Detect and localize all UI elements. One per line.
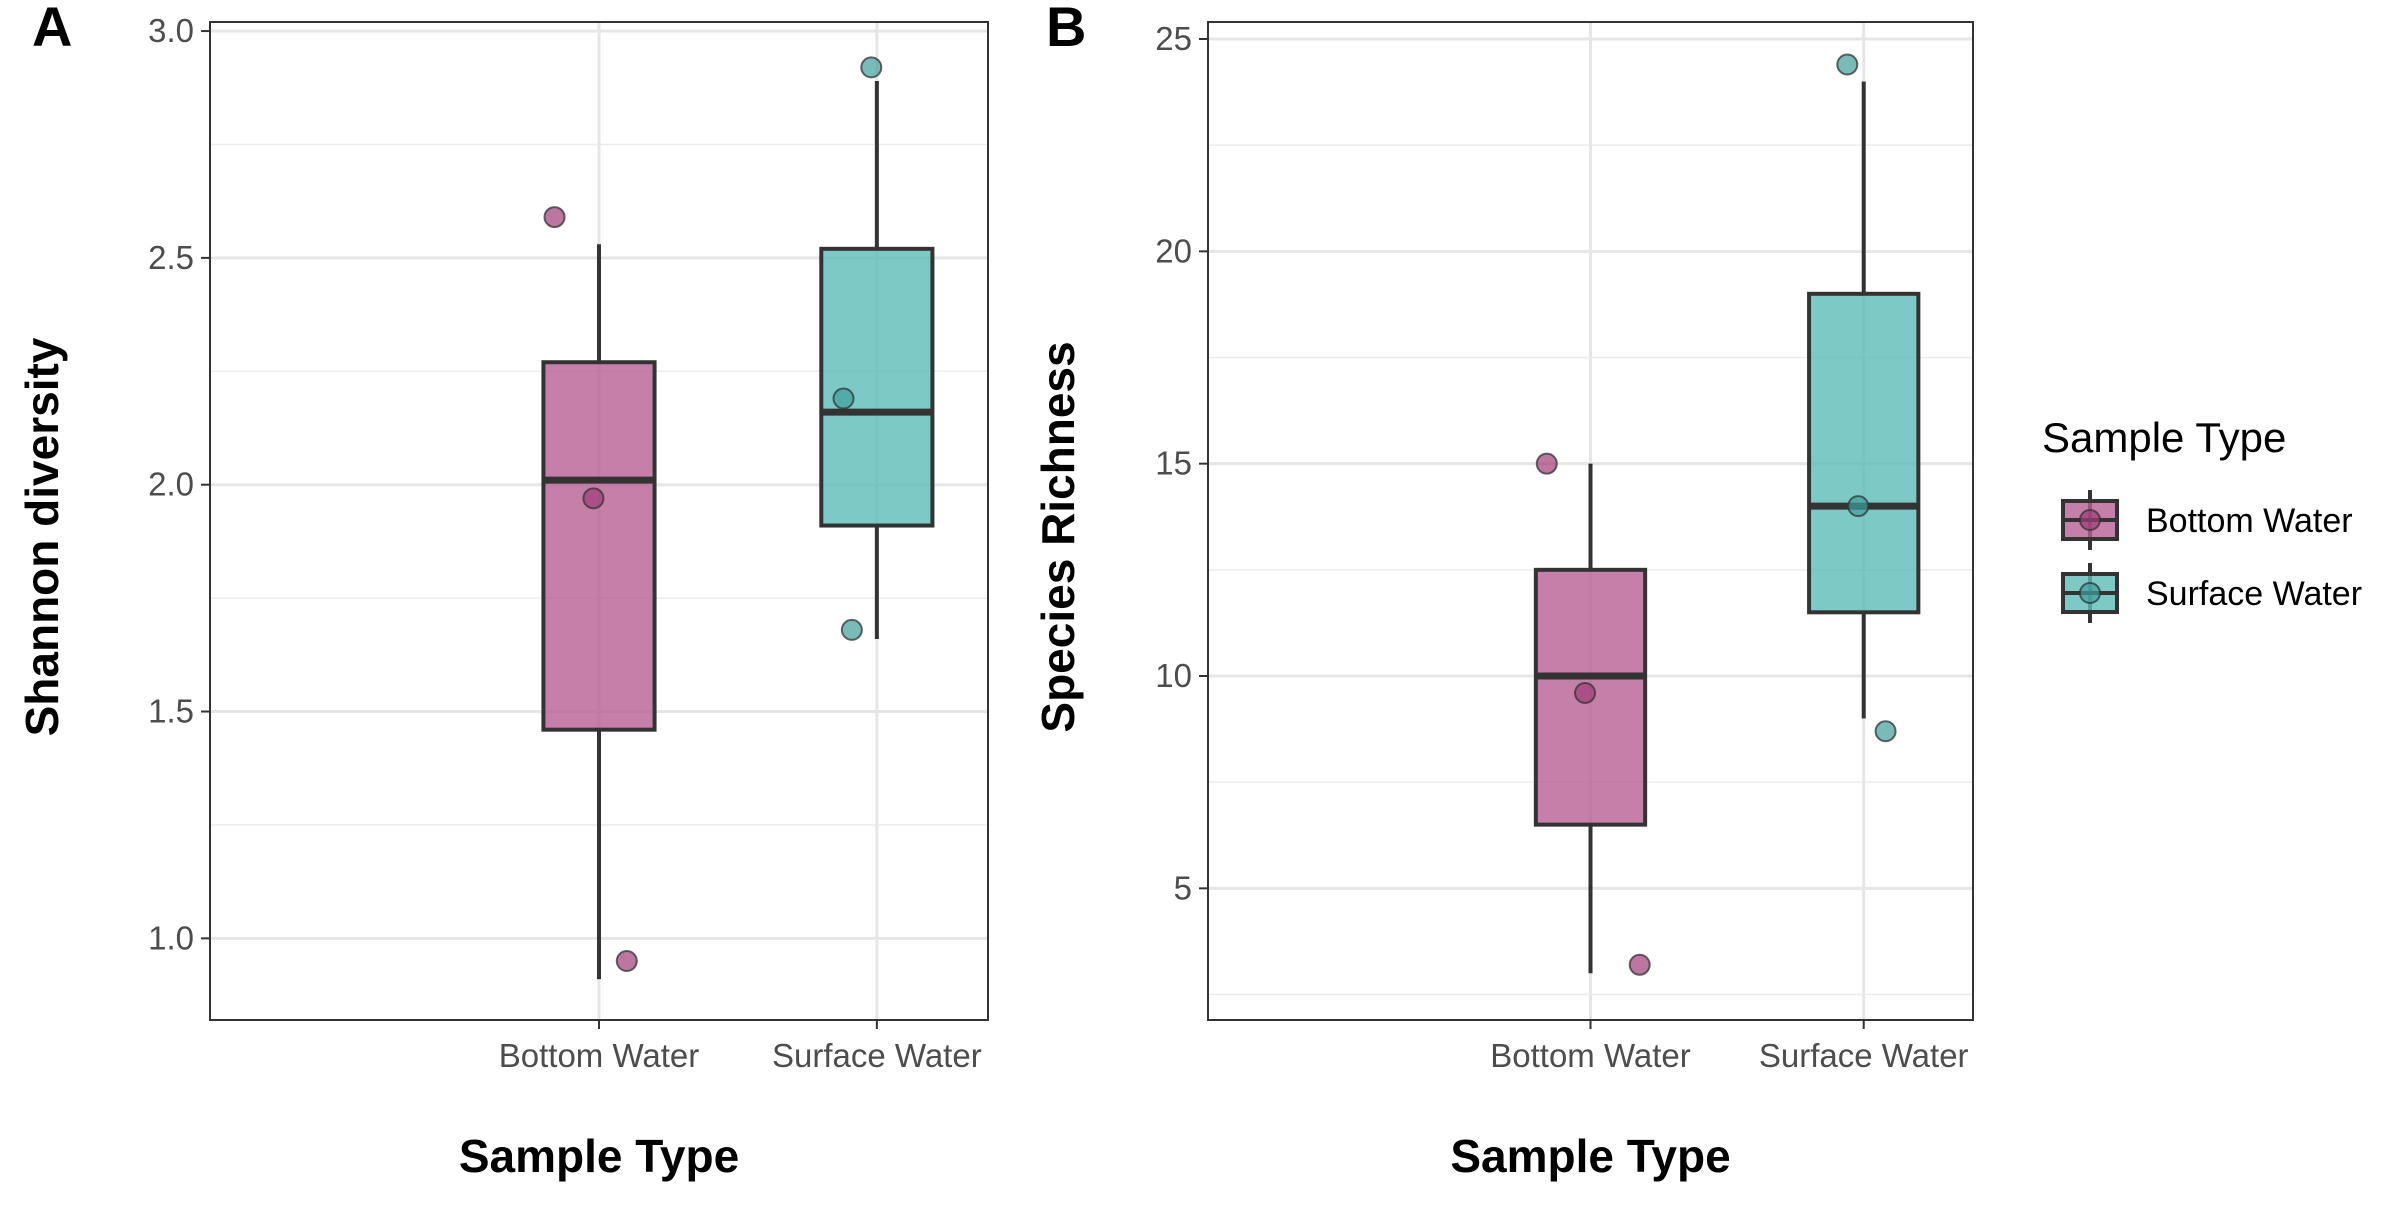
legend-items: Bottom Water Surface Water bbox=[2061, 490, 2362, 623]
y-tick-label: 15 bbox=[1155, 445, 1192, 482]
y-tick-label: 10 bbox=[1155, 657, 1192, 694]
y-tick-label: 1.5 bbox=[148, 693, 194, 730]
y-axis-ticks: 1.0 1.5 2.0 2.5 3.0 bbox=[148, 12, 210, 956]
x-axis-ticks: Bottom Water Surface Water bbox=[499, 1020, 982, 1074]
data-points bbox=[543, 56, 883, 973]
y-axis-ticks: 5 10 15 20 25 bbox=[1155, 20, 1208, 906]
data-point bbox=[582, 487, 605, 510]
x-tick-label: Bottom Water bbox=[1490, 1037, 1691, 1074]
box-surface-water bbox=[819, 246, 935, 528]
x-axis-title: Sample Type bbox=[1450, 1130, 1730, 1182]
data-point bbox=[1847, 495, 1870, 518]
panel-b: 5 10 15 20 25 Bottom Water Surface Water Samp… bbox=[1032, 0, 1974, 1182]
data-point bbox=[615, 950, 638, 973]
legend-label: Bottom Water bbox=[2146, 502, 2353, 540]
data-point bbox=[1535, 452, 1558, 475]
box-bottom-water bbox=[541, 360, 657, 732]
x-tick-label: Surface Water bbox=[1759, 1037, 1969, 1074]
data-point bbox=[860, 56, 883, 79]
x-tick-label: Surface Water bbox=[772, 1037, 982, 1074]
legend-item: Bottom Water bbox=[2061, 490, 2353, 550]
y-tick-label: 25 bbox=[1155, 20, 1192, 57]
data-point bbox=[840, 618, 863, 641]
legend: Sample Type Bottom Water Surface Water bbox=[2042, 414, 2362, 623]
box-surface-water bbox=[1807, 291, 1921, 615]
legend-label: Surface Water bbox=[2146, 575, 2362, 613]
data-point bbox=[1874, 720, 1897, 743]
legend-title: Sample Type bbox=[2042, 414, 2286, 461]
panel-tag: B bbox=[1046, 0, 1086, 58]
legend-key-point bbox=[2079, 582, 2101, 604]
data-point bbox=[1574, 681, 1597, 704]
x-axis-ticks: Bottom Water Surface Water bbox=[1490, 1020, 1969, 1074]
y-tick-label: 2.0 bbox=[148, 466, 194, 503]
data-point bbox=[832, 387, 855, 410]
legend-key-point bbox=[2079, 509, 2101, 531]
y-tick-label: 1.0 bbox=[148, 919, 194, 956]
y-tick-label: 20 bbox=[1155, 232, 1192, 269]
panel-a: 1.0 1.5 2.0 2.5 3.0 Bottom Water Surface Wate… bbox=[16, 0, 989, 1182]
y-axis-title: Shannon diversity bbox=[16, 337, 68, 736]
y-axis-title: Species Richness bbox=[1032, 341, 1084, 732]
data-point bbox=[1836, 53, 1859, 76]
panel-tag: A bbox=[32, 0, 72, 58]
data-points bbox=[1535, 53, 1897, 976]
data-point bbox=[543, 206, 566, 229]
y-tick-label: 3.0 bbox=[148, 12, 194, 49]
boxplots bbox=[541, 80, 935, 980]
x-tick-label: Bottom Water bbox=[499, 1037, 700, 1074]
x-axis-title: Sample Type bbox=[459, 1130, 739, 1182]
y-tick-label: 2.5 bbox=[148, 239, 194, 276]
boxplots bbox=[1533, 81, 1921, 974]
legend-item: Surface Water bbox=[2061, 563, 2362, 623]
data-point bbox=[1628, 953, 1651, 976]
y-tick-label: 5 bbox=[1174, 869, 1192, 906]
